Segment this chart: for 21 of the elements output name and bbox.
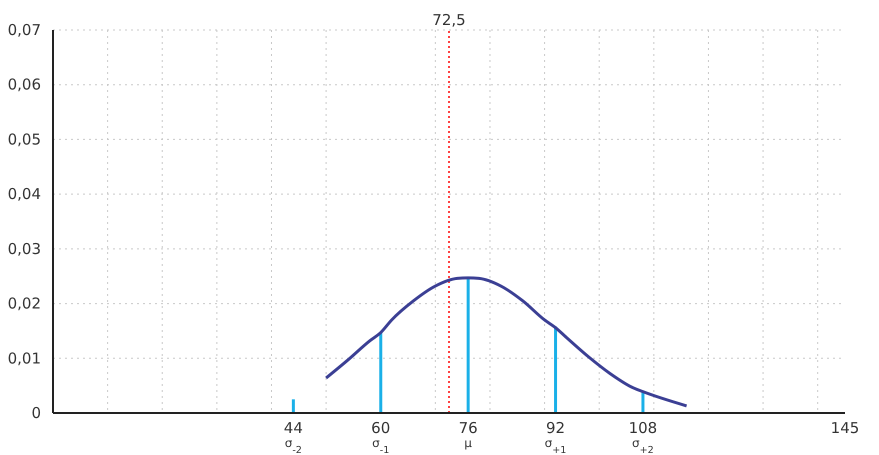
y-tick-label: 0,05	[8, 130, 41, 148]
bar	[641, 392, 644, 413]
bar	[292, 399, 295, 413]
y-tick-label: 0,04	[8, 185, 41, 204]
x-tick-label: 44 σ$_{-2}$	[284, 419, 303, 455]
ref-line-label: 72,5	[432, 11, 466, 29]
line-series	[324, 276, 688, 408]
bar	[554, 326, 558, 413]
y-tick-label: 0,02	[8, 294, 41, 313]
y-tick-label: 0,06	[8, 76, 41, 94]
y-tick-label: 0,01	[8, 349, 41, 368]
x-tick-label: 145	[830, 419, 860, 437]
x-tick-label: 108 σ$_{+2}$	[628, 419, 658, 455]
bar	[379, 332, 382, 413]
x-tick-label: 76 μ	[458, 419, 478, 450]
y-tick-label: 0	[31, 404, 41, 422]
x-tick-label: 92 σ$_{+1}$	[544, 419, 566, 455]
y-tick-label: 0,03	[8, 240, 41, 258]
bar	[466, 278, 470, 413]
y-tick-label: 0,07	[8, 21, 41, 39]
x-tick-label: 60 σ$_{-1}$	[371, 419, 390, 455]
